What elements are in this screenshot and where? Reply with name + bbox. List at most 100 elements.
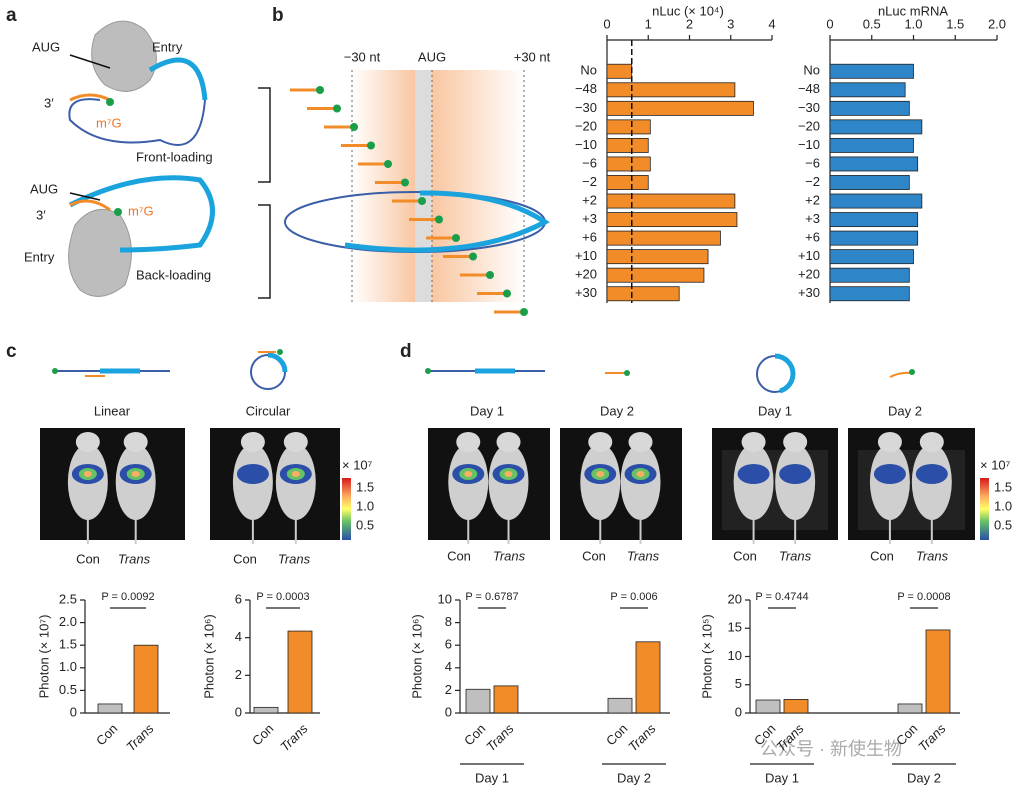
cap bbox=[367, 141, 375, 150]
label: Trans bbox=[493, 548, 526, 563]
label: Trans bbox=[278, 551, 311, 566]
colorbar-tick: 1.5 bbox=[994, 479, 1012, 494]
chart-title: nLuc (× 10⁴) bbox=[652, 3, 724, 18]
cap bbox=[435, 215, 443, 224]
label: Con bbox=[582, 548, 606, 563]
signal-peak bbox=[504, 471, 513, 477]
caption: Back-loading bbox=[136, 267, 211, 282]
y-axis-label: Photon (× 10⁷) bbox=[36, 615, 51, 699]
y-tick-label: 8 bbox=[445, 614, 452, 629]
signal-peak bbox=[636, 471, 645, 477]
colorbar bbox=[980, 478, 989, 540]
y-axis-label: Photon (× 10⁶) bbox=[201, 614, 216, 699]
label: Day 2 bbox=[888, 403, 922, 418]
x-tick-label: Trans bbox=[483, 721, 517, 755]
y-tick-label: 5 bbox=[735, 676, 742, 691]
cap bbox=[316, 86, 324, 94]
label: 3′ bbox=[44, 95, 54, 110]
bar bbox=[829, 230, 919, 246]
bar bbox=[925, 629, 951, 714]
bar bbox=[829, 212, 919, 228]
p-value: P = 0.0008 bbox=[897, 591, 950, 603]
bar bbox=[493, 685, 519, 714]
cap bbox=[520, 308, 528, 316]
y-tick-label: 0 bbox=[70, 704, 77, 719]
bar bbox=[606, 82, 736, 98]
mouse-head bbox=[240, 432, 265, 452]
bar bbox=[465, 688, 491, 714]
y-tick-label: −6 bbox=[805, 155, 820, 170]
bar bbox=[606, 137, 649, 153]
label: Con bbox=[733, 548, 757, 563]
label: Trans bbox=[118, 551, 151, 566]
panel-label: b bbox=[272, 5, 284, 26]
image-frame bbox=[210, 428, 340, 540]
caption: Front-loading bbox=[136, 149, 213, 164]
y-tick-label: 0 bbox=[735, 704, 742, 719]
y-axis-label: Photon (× 10⁶) bbox=[409, 614, 424, 699]
bar bbox=[606, 286, 680, 302]
label: Trans bbox=[627, 548, 660, 563]
y-tick-label: 1.0 bbox=[59, 659, 77, 674]
label: Entry bbox=[152, 39, 183, 54]
y-tick-label: −6 bbox=[582, 155, 597, 170]
mouse-head bbox=[456, 432, 481, 452]
bar bbox=[606, 100, 754, 116]
signal-peak bbox=[131, 471, 140, 477]
x-tick-label: 0 bbox=[603, 16, 610, 31]
bar bbox=[829, 137, 914, 153]
signal-peak bbox=[596, 471, 605, 477]
signal bbox=[915, 464, 948, 484]
scanning-schematic bbox=[258, 70, 550, 302]
cap bbox=[418, 197, 426, 205]
y-tick-label: 15 bbox=[728, 620, 742, 635]
bar bbox=[97, 703, 123, 714]
y-tick-label: +30 bbox=[575, 285, 597, 300]
y-tick-label: −30 bbox=[575, 100, 597, 115]
y-tick-label: −30 bbox=[798, 100, 820, 115]
colorbar-tick: 1.0 bbox=[356, 498, 374, 513]
mouse-head bbox=[877, 432, 902, 452]
chart-title: nLuc mRNA bbox=[878, 3, 948, 18]
mouse-head bbox=[628, 432, 653, 452]
bar bbox=[829, 100, 910, 116]
cap bbox=[469, 252, 477, 261]
label: Entry bbox=[24, 249, 55, 264]
x-tick-label: 0 bbox=[826, 16, 833, 31]
bar bbox=[829, 156, 919, 172]
cap bbox=[503, 289, 511, 298]
group-label: Day 1 bbox=[475, 770, 509, 785]
label: Trans bbox=[779, 548, 812, 563]
bar bbox=[897, 703, 923, 714]
y-tick-label: +20 bbox=[798, 267, 820, 282]
label: Circular bbox=[246, 403, 291, 418]
x-tick-label: Trans bbox=[915, 721, 949, 755]
y-tick-label: 0 bbox=[445, 704, 452, 719]
y-tick-label: −20 bbox=[798, 118, 820, 133]
p-value: P = 0.0092 bbox=[101, 591, 154, 603]
bar bbox=[829, 267, 910, 283]
bar bbox=[755, 699, 781, 714]
y-tick-label: 2.0 bbox=[59, 614, 77, 629]
bar bbox=[287, 630, 313, 714]
bar bbox=[829, 175, 910, 190]
y-tick-label: +3 bbox=[805, 211, 820, 226]
bar bbox=[783, 699, 809, 714]
y-tick-label: −10 bbox=[575, 137, 597, 152]
x-tick-label: Trans bbox=[277, 721, 311, 755]
mouse-head bbox=[919, 432, 944, 452]
bar bbox=[606, 175, 649, 190]
rna-icons bbox=[52, 349, 915, 394]
bar bbox=[606, 249, 709, 265]
bar bbox=[606, 230, 721, 246]
colorbar bbox=[342, 478, 351, 540]
y-tick-label: −10 bbox=[798, 137, 820, 152]
signal bbox=[779, 464, 812, 484]
x-tick-label: 3 bbox=[727, 16, 734, 31]
bar bbox=[606, 156, 651, 172]
y-tick-label: 6 bbox=[235, 591, 242, 606]
x-tick-label: 1.0 bbox=[904, 16, 922, 31]
p-value: P = 0.4744 bbox=[755, 591, 808, 603]
colorbar-title: × 10⁷ bbox=[980, 457, 1011, 472]
y-tick-label: −2 bbox=[805, 174, 820, 189]
